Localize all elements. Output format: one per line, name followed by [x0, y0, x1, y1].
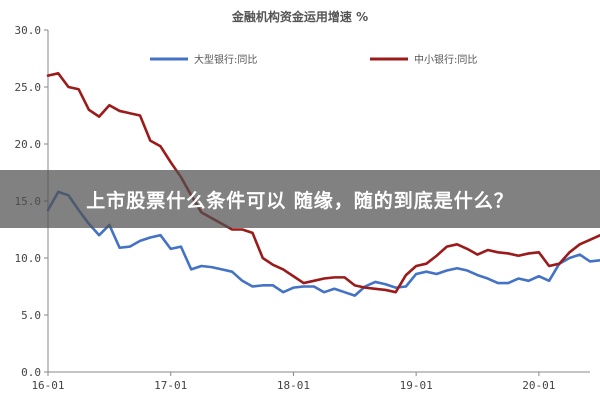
y-tick-label: 25.0	[15, 81, 42, 94]
legend-label-1: 大型银行:同比	[194, 53, 257, 66]
legend-label-2: 中小银行:同比	[414, 53, 477, 66]
chart-title: 金融机构资金运用增速 %	[231, 9, 368, 24]
x-tick-label: 20-01	[522, 379, 555, 392]
y-tick-label: 0.0	[21, 366, 41, 379]
x-tick-label: 19-01	[400, 379, 433, 392]
x-tick-label: 16-01	[31, 379, 64, 392]
x-tick-label: 17-01	[154, 379, 187, 392]
series-line-2	[46, 72, 600, 294]
chart-series	[46, 72, 600, 297]
y-tick-label: 30.0	[15, 24, 42, 37]
series-line-1	[46, 190, 600, 297]
chart-legend: 大型银行:同比 中小银行:同比	[150, 53, 477, 66]
overlay-banner: 上市股票什么条件可以 随缘，随的到底是什么？	[0, 170, 600, 228]
banner-text: 上市股票什么条件可以 随缘，随的到底是什么？	[86, 189, 514, 212]
y-tick-label: 20.0	[15, 138, 42, 151]
y-tick-label: 5.0	[21, 309, 41, 322]
x-tick-label: 18-01	[277, 379, 310, 392]
y-tick-label: 10.0	[15, 252, 42, 265]
